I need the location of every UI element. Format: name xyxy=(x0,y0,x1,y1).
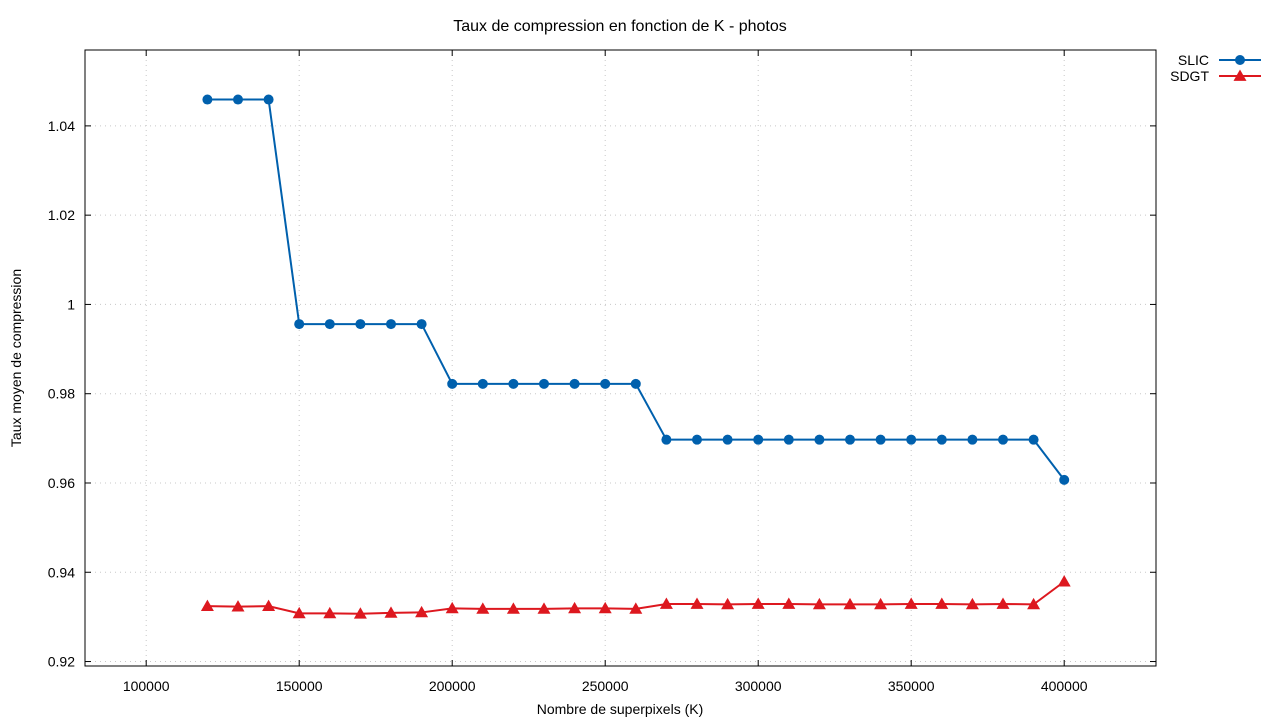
data-point xyxy=(477,378,488,389)
x-tick-label: 150000 xyxy=(276,678,323,694)
data-point xyxy=(263,94,274,105)
series-layer xyxy=(200,94,1071,619)
data-point xyxy=(904,597,918,609)
data-point xyxy=(292,606,306,619)
data-point xyxy=(629,602,643,614)
data-point xyxy=(722,434,733,445)
data-point xyxy=(690,597,704,609)
data-point xyxy=(692,434,702,445)
x-tick-label: 200000 xyxy=(429,678,476,694)
data-point xyxy=(386,319,396,330)
x-tick-label: 400000 xyxy=(1041,678,1088,694)
data-point xyxy=(843,597,857,610)
data-point xyxy=(598,601,612,614)
data-point xyxy=(353,607,367,619)
chart-title: Taux de compression en fonction de K - p… xyxy=(453,18,787,35)
data-point xyxy=(1027,597,1041,610)
y-tick-label: 1 xyxy=(67,296,75,312)
data-point xyxy=(324,319,335,330)
data-point xyxy=(233,94,243,105)
data-point xyxy=(630,378,641,389)
grid-lines xyxy=(85,50,1156,666)
data-point xyxy=(355,319,366,330)
data-point xyxy=(568,601,582,614)
data-point xyxy=(965,597,979,610)
y-tick-label: 1.02 xyxy=(48,207,75,223)
y-tick-label: 0.98 xyxy=(48,386,75,402)
data-point xyxy=(661,434,672,445)
x-axis-label: Nombre de superpixels (K) xyxy=(537,701,704,717)
data-point xyxy=(1059,474,1070,485)
data-point xyxy=(782,597,796,609)
legend-label: SLIC xyxy=(1178,52,1209,68)
data-point xyxy=(231,600,245,612)
data-point xyxy=(200,599,214,612)
data-point xyxy=(539,378,549,389)
data-point xyxy=(384,606,398,618)
x-tick-label: 250000 xyxy=(582,678,629,694)
data-point xyxy=(323,606,337,619)
x-tick-label: 300000 xyxy=(735,678,782,694)
plot-frame xyxy=(84,49,1157,667)
data-point xyxy=(721,597,735,610)
data-point xyxy=(998,434,1008,445)
data-point xyxy=(935,597,949,609)
data-point xyxy=(845,434,855,445)
data-point xyxy=(506,602,520,614)
x-tick-label: 100000 xyxy=(123,678,170,694)
data-point xyxy=(814,434,825,445)
data-point xyxy=(812,597,826,610)
data-point xyxy=(415,605,429,618)
data-point xyxy=(294,319,305,330)
data-point xyxy=(906,434,917,445)
data-point xyxy=(659,597,673,609)
axis-ticks: 100000 150000 200000 250000 300000 350000 4000… xyxy=(48,50,1156,694)
data-point xyxy=(875,434,886,445)
data-point xyxy=(202,94,213,105)
data-point xyxy=(783,434,794,445)
data-point xyxy=(569,378,580,389)
x-tick-label: 350000 xyxy=(888,678,935,694)
data-point xyxy=(936,434,947,445)
series-line-slic xyxy=(207,98,1065,481)
legend-label: SDGT xyxy=(1170,68,1209,84)
legend-marker xyxy=(1233,69,1247,81)
data-point xyxy=(967,434,978,445)
legend-marker xyxy=(1235,55,1245,65)
y-tick-label: 1.04 xyxy=(48,118,75,134)
data-point xyxy=(537,602,551,614)
y-tick-label: 0.92 xyxy=(48,654,75,670)
data-point xyxy=(508,378,519,389)
series-slic xyxy=(202,94,1070,485)
data-point xyxy=(445,601,459,614)
data-point xyxy=(996,597,1010,609)
y-tick-label: 0.94 xyxy=(48,564,75,580)
data-point xyxy=(600,378,611,389)
data-point xyxy=(416,319,427,330)
data-point xyxy=(262,599,276,612)
data-point xyxy=(1057,575,1071,587)
data-point xyxy=(751,597,765,609)
y-tick-label: 0.96 xyxy=(48,475,75,491)
data-point xyxy=(476,602,490,614)
data-point xyxy=(1028,434,1039,445)
data-point xyxy=(753,434,764,445)
y-axis-label: Taux moyen de compression xyxy=(8,269,24,447)
data-point xyxy=(874,597,888,610)
series-sdgt xyxy=(200,575,1071,619)
data-point xyxy=(447,378,458,389)
